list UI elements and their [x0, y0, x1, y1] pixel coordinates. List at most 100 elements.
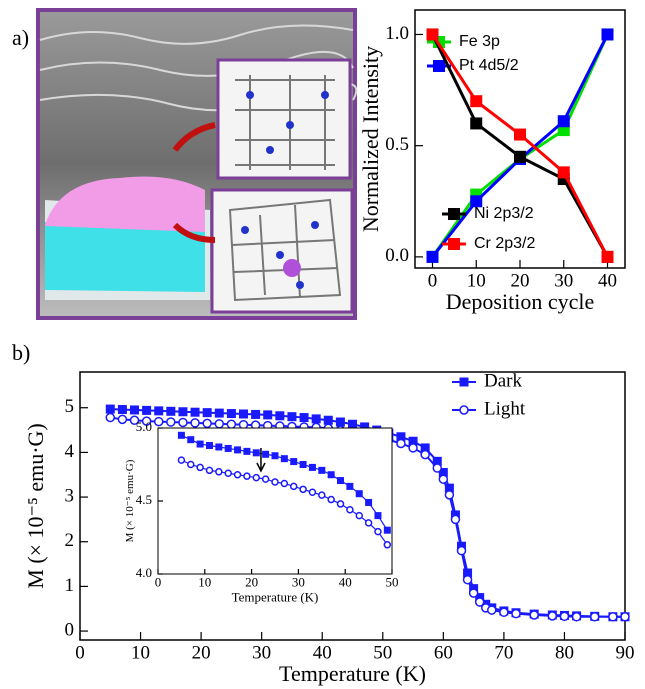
marker [470, 589, 478, 597]
plot-frame [158, 428, 392, 574]
marker [263, 451, 269, 457]
marker [319, 492, 325, 498]
marker [178, 457, 184, 463]
marker [263, 476, 269, 482]
marker [464, 576, 472, 584]
marker [264, 411, 272, 419]
marker [252, 410, 260, 418]
marker [471, 96, 482, 107]
marker [197, 441, 203, 447]
legend-marker [460, 406, 468, 414]
x-tick-label: 0 [155, 575, 162, 590]
x-axis-title: Temperature (K) [279, 661, 426, 686]
marker [427, 251, 438, 262]
marker [471, 118, 482, 129]
marker [167, 407, 175, 415]
marker [215, 409, 223, 417]
marker [300, 462, 306, 468]
x-tick-label: 70 [494, 643, 513, 664]
marker [366, 520, 372, 526]
marker [512, 610, 520, 618]
marker [451, 515, 459, 523]
x-tick-label: 0 [428, 271, 438, 292]
marker [118, 406, 126, 414]
x-tick-label: 0 [75, 643, 85, 664]
y-tick-label: 0 [65, 619, 75, 640]
marker [291, 459, 297, 465]
marker [206, 443, 212, 449]
marker [347, 483, 353, 489]
x-tick-label: 40 [339, 575, 352, 590]
y-axis-title: M (× 10⁻⁵ emu·G) [23, 423, 48, 589]
marker [225, 470, 231, 476]
marker [191, 419, 199, 427]
x-tick-label: 10 [198, 575, 211, 590]
marker [188, 462, 194, 468]
x-tick-label: 90 [616, 643, 635, 664]
marker [439, 475, 447, 483]
marker [227, 410, 235, 418]
marker [206, 467, 212, 473]
x-axis-title: Temperature (K) [232, 590, 319, 605]
y-tick-label: 4.0 [136, 565, 152, 580]
y-tick-label: 1 [65, 575, 75, 596]
x-tick-label: 60 [434, 643, 453, 664]
marker [602, 29, 613, 40]
marker [433, 464, 441, 472]
marker [240, 410, 248, 418]
marker [548, 612, 556, 620]
marker [179, 418, 187, 426]
marker [197, 464, 203, 470]
x-tick-label: 30 [292, 575, 305, 590]
marker [118, 415, 126, 423]
marker [309, 489, 315, 495]
y-tick-label: 5.0 [136, 419, 152, 434]
marker [225, 445, 231, 451]
marker [272, 479, 278, 485]
marker [445, 491, 453, 499]
marker [216, 444, 222, 450]
marker [167, 418, 175, 426]
marker [560, 612, 568, 620]
marker [356, 513, 362, 519]
marker [366, 499, 372, 505]
marker [106, 414, 114, 422]
marker [106, 405, 114, 413]
marker [319, 467, 325, 473]
panel-label: a) [12, 25, 29, 50]
marker [276, 412, 284, 420]
x-tick-label: 50 [386, 575, 399, 590]
legend-label: Light [484, 398, 526, 419]
marker [155, 418, 163, 426]
marker [573, 613, 581, 621]
marker [609, 613, 617, 621]
marker [272, 453, 278, 459]
marker [338, 478, 344, 484]
marker [227, 420, 235, 428]
marker [300, 486, 306, 492]
marker [178, 432, 184, 438]
marker [155, 407, 163, 415]
marker [312, 415, 320, 423]
marker [143, 406, 151, 414]
x-tick-label: 10 [131, 643, 150, 664]
y-tick-label: 5 [65, 396, 75, 417]
legend-marker [449, 239, 460, 250]
marker [558, 116, 569, 127]
marker [384, 527, 390, 533]
marker [421, 451, 429, 459]
x-tick-label: 20 [192, 643, 211, 664]
y-axis-title: Normalized Intensity [358, 46, 383, 232]
legend-label: Fe 3p [459, 33, 500, 50]
marker [235, 472, 241, 478]
marker [131, 406, 139, 414]
marker [375, 513, 381, 519]
marker [281, 456, 287, 462]
marker [328, 472, 334, 478]
marker [375, 529, 381, 535]
marker [558, 167, 569, 178]
marker [336, 418, 344, 426]
marker [515, 129, 526, 140]
y-tick-label: 0.0 [385, 245, 409, 266]
legend-label: Dark [484, 370, 522, 391]
